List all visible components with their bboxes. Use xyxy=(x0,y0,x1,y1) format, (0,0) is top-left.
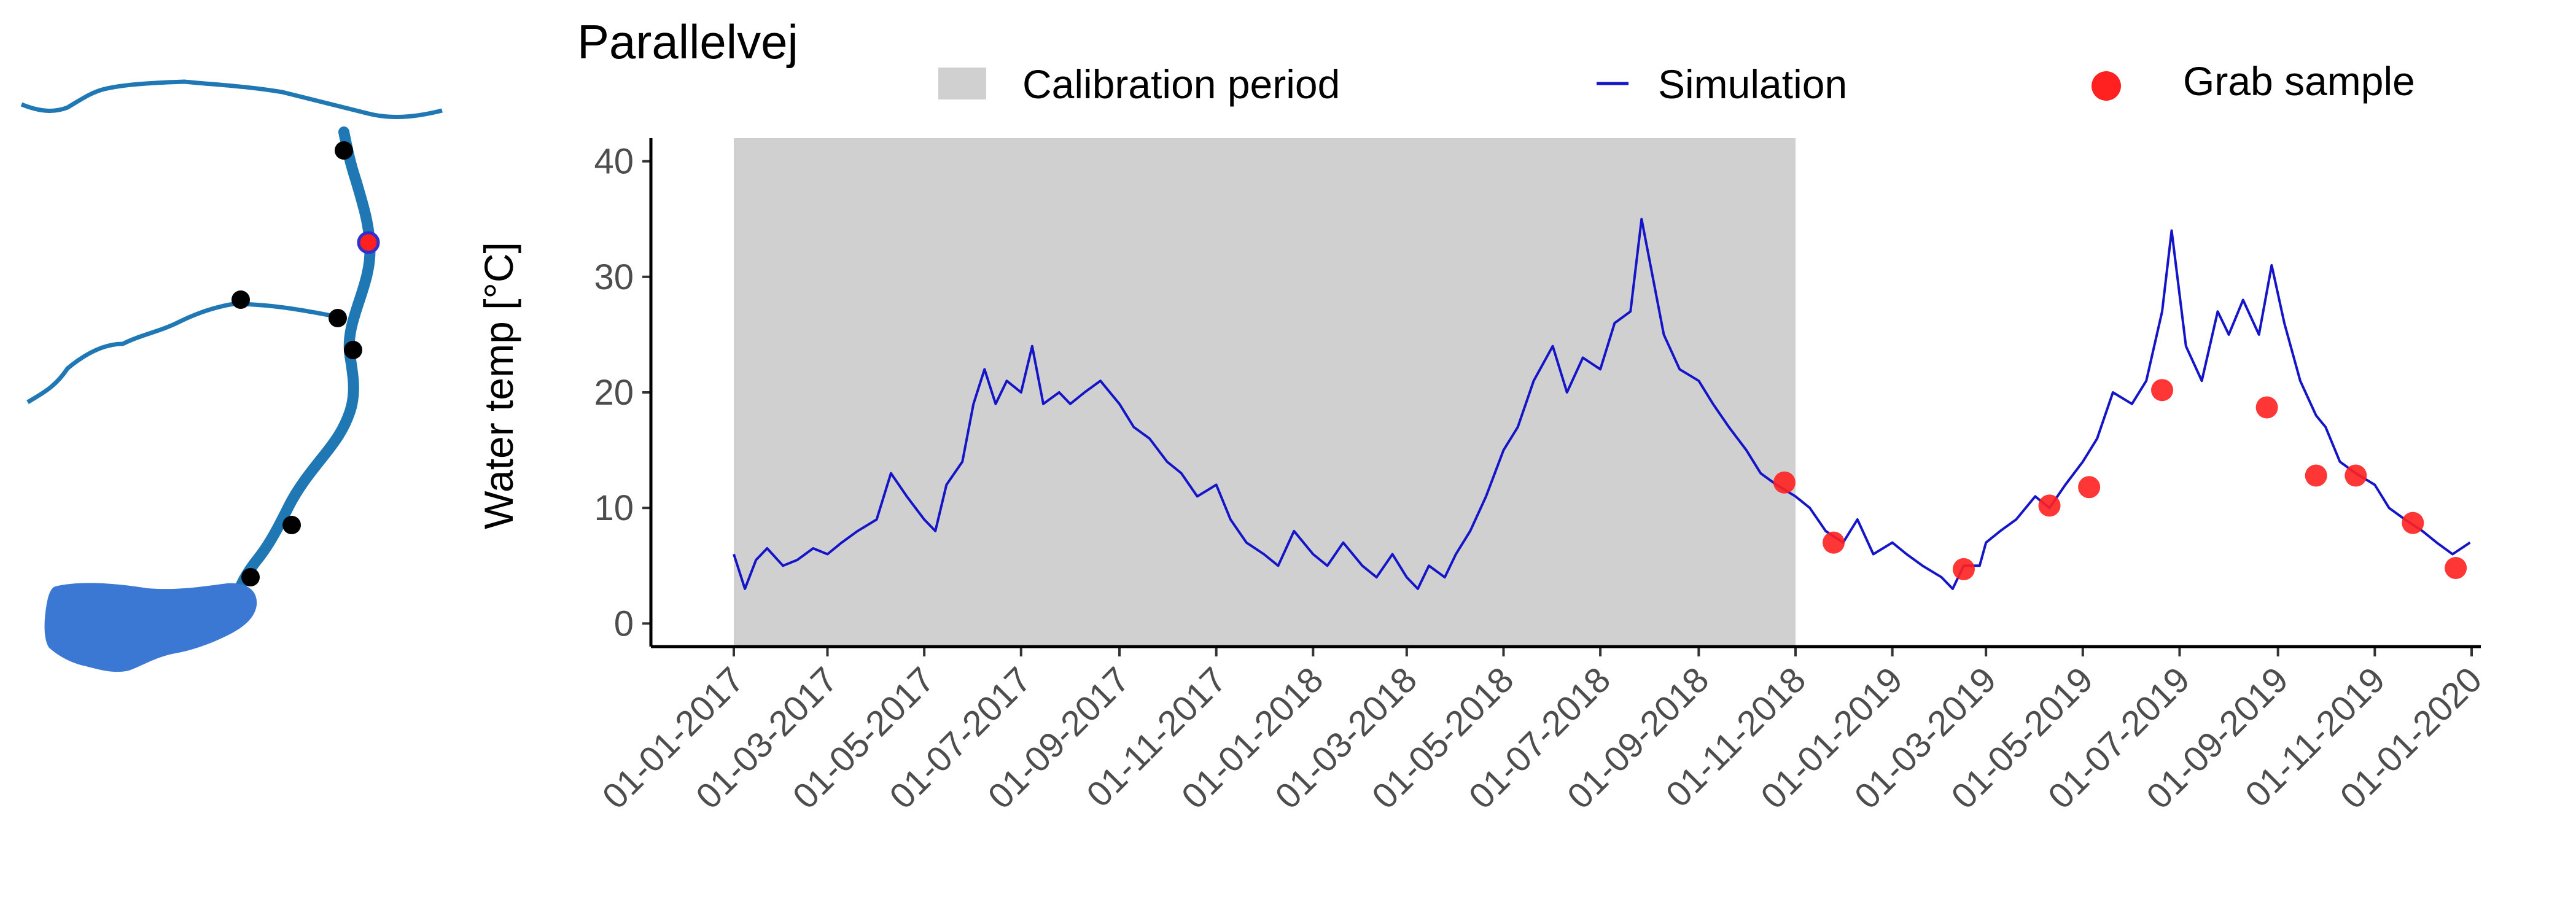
grab-sample-point xyxy=(1952,558,1975,580)
legend-label-simulation: Simulation xyxy=(1658,61,1847,107)
y-axis-ticks: 0 10 20 30 40 xyxy=(594,142,651,644)
station-marker xyxy=(232,290,250,309)
river-left-branch xyxy=(26,301,344,405)
grab-sample-point xyxy=(2344,464,2367,487)
y-tick-label: 10 xyxy=(594,488,634,528)
simulation-series-line xyxy=(733,217,2471,590)
calibration-period-band xyxy=(734,138,1796,647)
x-axis-ticks: 01-01-201701-03-201701-05-201701-07-2017… xyxy=(594,647,2489,817)
legend-key-calibration-period xyxy=(938,68,986,99)
legend-label-grab-sample: Grab sample xyxy=(2183,58,2415,104)
legend-label-calibration-period: Calibration period xyxy=(1022,61,1340,107)
grab-sample-point xyxy=(2305,464,2327,487)
grab-sample-points xyxy=(1773,379,2467,580)
grab-sample-point xyxy=(1823,531,1845,554)
grab-sample-point xyxy=(2255,396,2278,419)
lake xyxy=(44,583,257,672)
y-tick-label: 20 xyxy=(594,373,634,413)
grab-sample-point xyxy=(2402,512,2424,534)
legend: Calibration period Simulation Grab sampl… xyxy=(938,58,2415,107)
grab-sample-point xyxy=(2445,557,2467,580)
station-marker xyxy=(329,309,347,327)
grab-sample-point xyxy=(1773,471,1796,494)
y-tick-label: 0 xyxy=(614,604,634,644)
grab-sample-point xyxy=(2038,494,2061,517)
river-top-branch xyxy=(20,79,443,119)
temperature-chart: Parallelvej Calibration period Simulatio… xyxy=(476,15,2489,817)
y-tick-label: 30 xyxy=(594,257,634,297)
river-map xyxy=(20,79,443,672)
grab-sample-point xyxy=(2078,476,2101,499)
grab-sample-point xyxy=(2151,379,2174,402)
y-tick-label: 40 xyxy=(594,142,634,182)
station-marker xyxy=(282,516,301,534)
selected-station-marker xyxy=(357,231,380,254)
chart-title: Parallelvej xyxy=(577,15,798,69)
station-marker xyxy=(344,341,362,359)
station-marker xyxy=(335,141,353,160)
river-main-channel xyxy=(231,126,376,604)
legend-key-grab-sample xyxy=(2092,71,2121,101)
y-axis-label: Water temp [°C] xyxy=(476,242,521,529)
station-marker xyxy=(241,568,260,586)
